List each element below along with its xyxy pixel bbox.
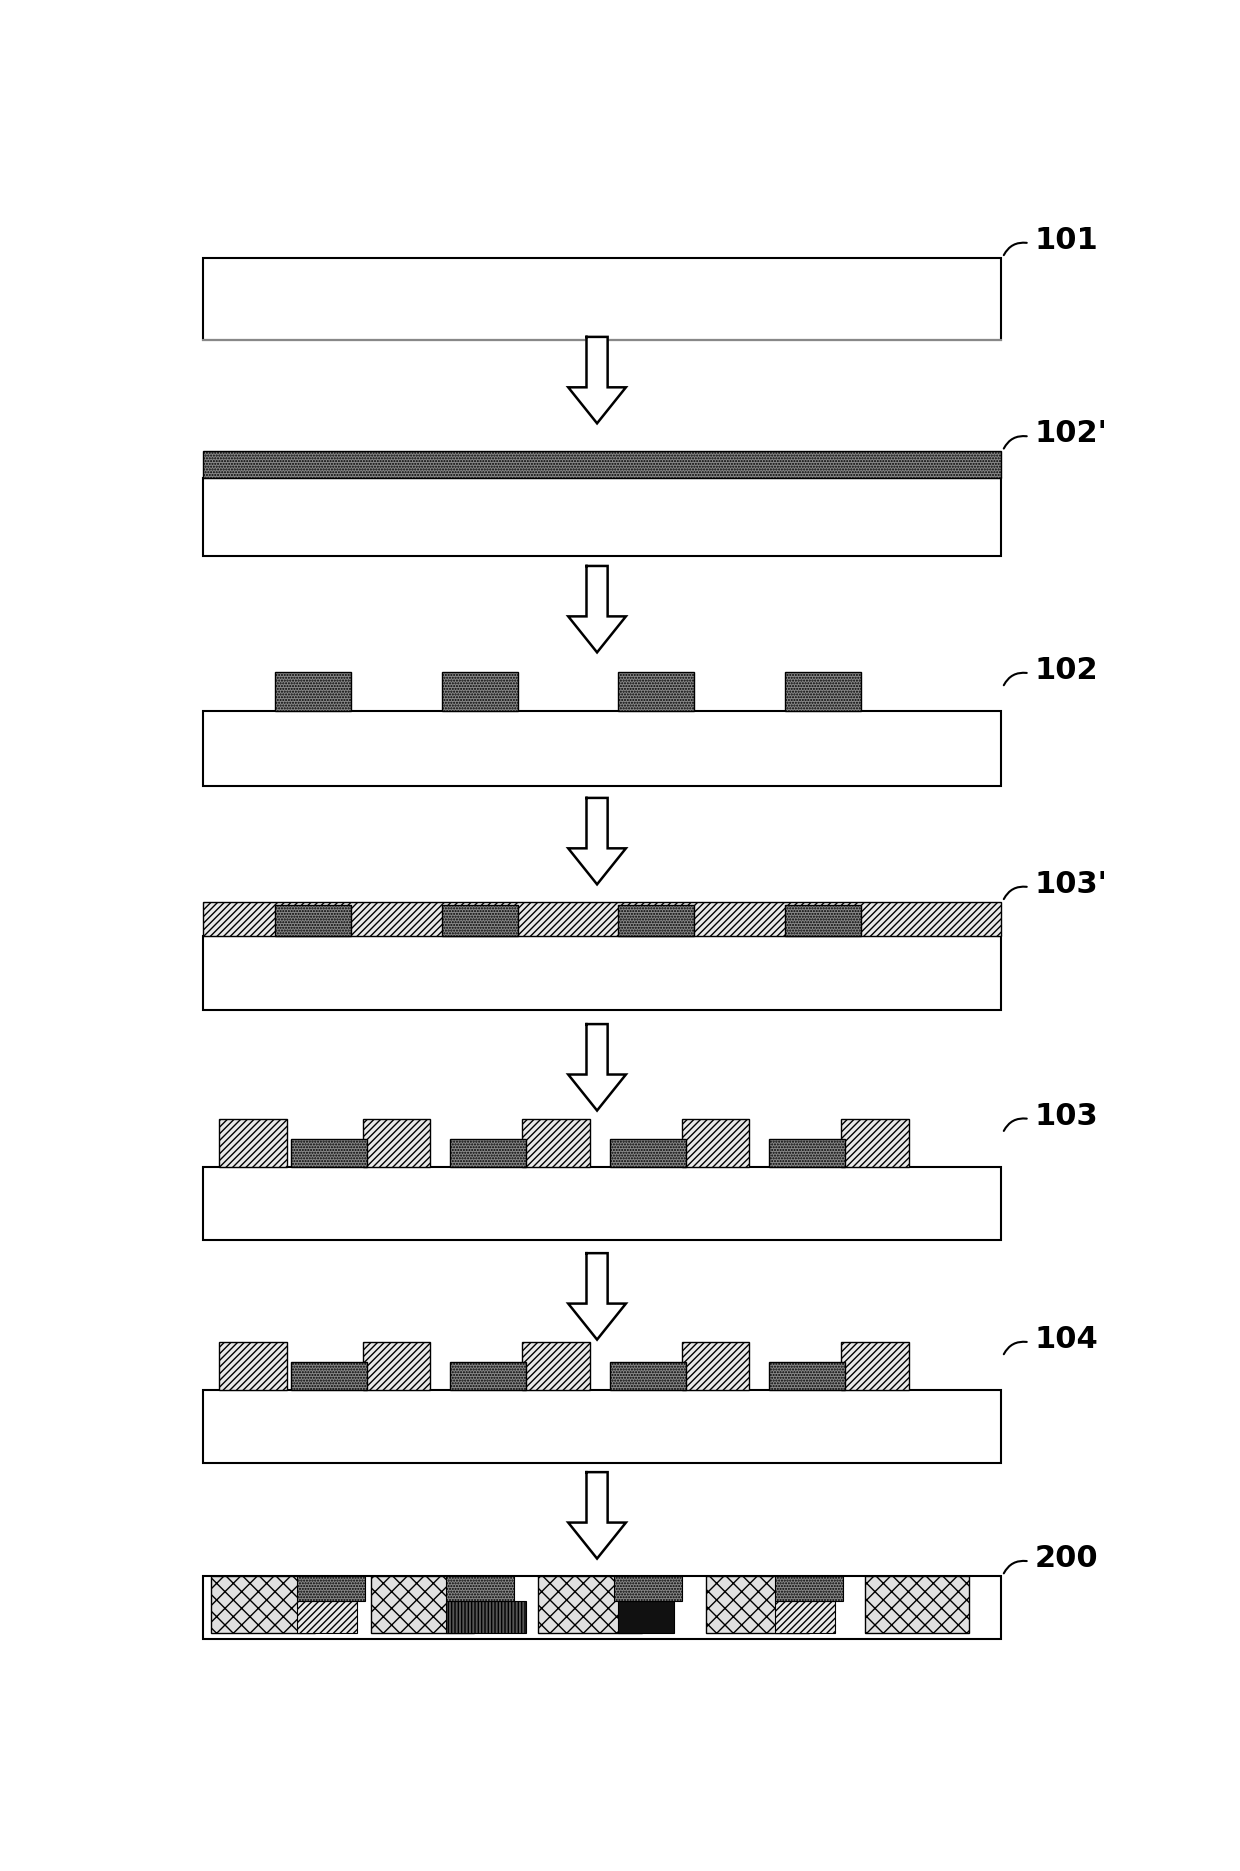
Bar [769, 1362, 846, 1390]
Bar [841, 1119, 909, 1168]
Bar [203, 479, 1001, 556]
Bar [775, 1575, 843, 1602]
Bar [682, 1343, 749, 1390]
Bar [706, 1575, 810, 1633]
Bar [610, 1362, 686, 1390]
Bar [866, 1575, 968, 1633]
Bar [203, 1168, 1001, 1240]
Text: 101: 101 [1034, 226, 1099, 254]
Bar [211, 1575, 315, 1633]
Bar [203, 936, 1001, 1010]
Bar [296, 1575, 365, 1602]
Bar [610, 1139, 686, 1168]
Bar [275, 906, 351, 936]
Bar [203, 902, 1001, 936]
Text: 200: 200 [1034, 1544, 1097, 1574]
Bar [775, 1602, 836, 1633]
Bar [203, 451, 1001, 479]
Bar [291, 1139, 367, 1168]
Polygon shape [568, 797, 626, 885]
Bar [443, 906, 518, 936]
Bar [371, 1575, 474, 1633]
Bar [769, 1139, 846, 1168]
Bar [618, 1602, 673, 1633]
Bar [446, 1575, 515, 1602]
Bar [614, 1575, 682, 1602]
Bar [618, 906, 693, 936]
Bar [275, 672, 351, 711]
Bar [291, 1362, 367, 1390]
Text: 102': 102' [1034, 419, 1107, 449]
Polygon shape [568, 565, 626, 653]
Text: 103': 103' [1034, 870, 1107, 898]
Polygon shape [568, 337, 626, 423]
Bar [682, 1119, 749, 1168]
Bar [203, 711, 1001, 786]
Bar [219, 1119, 286, 1168]
Polygon shape [568, 1472, 626, 1559]
Bar [203, 1390, 1001, 1463]
Bar [219, 1343, 286, 1390]
Bar [203, 1575, 1001, 1639]
Bar [522, 1119, 590, 1168]
Bar [450, 1362, 526, 1390]
Bar [296, 1602, 357, 1633]
Bar [203, 258, 1001, 341]
Bar [450, 1139, 526, 1168]
Bar [443, 672, 518, 711]
Text: 102: 102 [1034, 657, 1097, 685]
Bar [446, 1602, 526, 1633]
Bar [785, 906, 861, 936]
Bar [362, 1343, 430, 1390]
Text: 104: 104 [1034, 1325, 1099, 1355]
Bar [785, 672, 861, 711]
Bar [618, 672, 693, 711]
Polygon shape [568, 1254, 626, 1340]
Bar [841, 1343, 909, 1390]
Polygon shape [568, 1023, 626, 1111]
Text: 103: 103 [1034, 1102, 1097, 1130]
Bar [538, 1575, 642, 1633]
Bar [362, 1119, 430, 1168]
Bar [522, 1343, 590, 1390]
